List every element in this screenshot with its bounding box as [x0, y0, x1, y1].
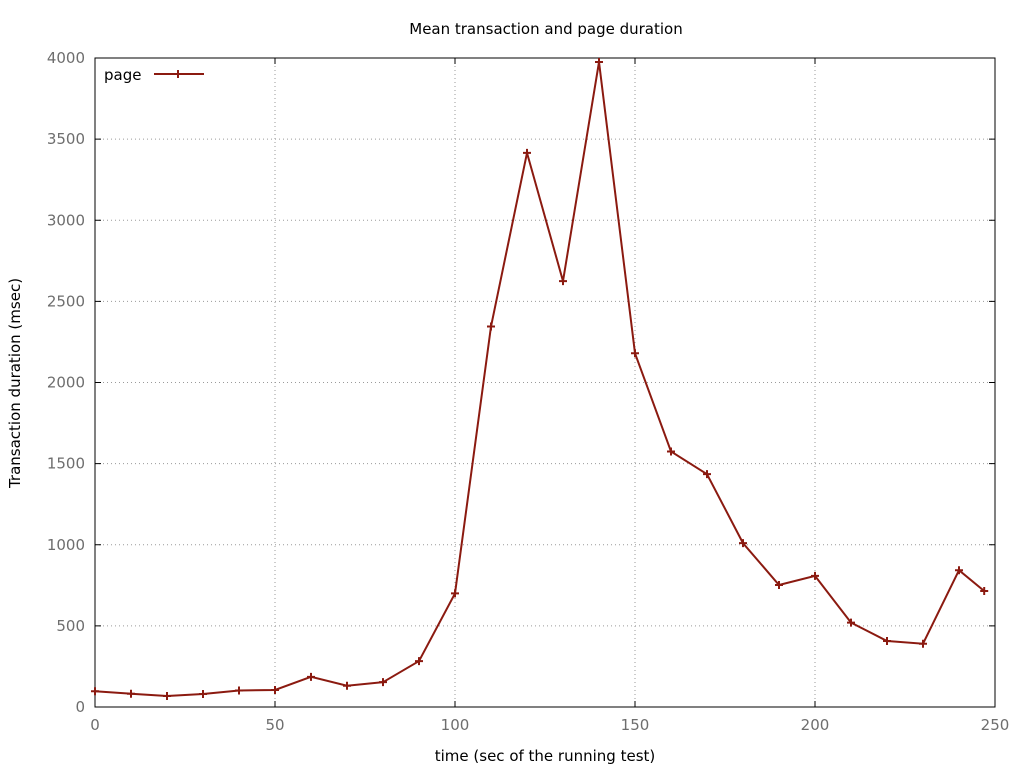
data-point — [127, 689, 135, 698]
data-point — [271, 685, 279, 694]
y-axis-label: Transaction duration (msec) — [6, 278, 24, 489]
data-point — [343, 681, 351, 690]
x-axis-label: time (sec of the running test) — [435, 747, 656, 765]
data-point — [775, 580, 783, 589]
x-tick-label: 0 — [90, 716, 100, 734]
y-tick-label: 1000 — [47, 536, 85, 554]
data-point — [631, 349, 639, 358]
legend: page — [104, 66, 204, 84]
y-tick-label: 3500 — [47, 130, 85, 148]
data-point — [595, 58, 603, 67]
data-point — [703, 470, 711, 479]
data-point — [307, 672, 315, 681]
y-tick-label: 4000 — [47, 49, 85, 67]
x-axis-ticks: 0 50 100 150 200 250 — [90, 58, 1009, 734]
x-tick-label: 50 — [265, 716, 284, 734]
data-point — [379, 678, 387, 687]
data-point — [847, 618, 855, 627]
data-point — [91, 687, 99, 696]
data-point — [487, 322, 495, 331]
x-tick-label: 100 — [441, 716, 470, 734]
data-point — [955, 566, 963, 575]
y-tick-label: 500 — [56, 617, 85, 635]
series-line-page — [94, 61, 985, 697]
chart-title: Mean transaction and page duration — [409, 20, 682, 38]
data-point — [451, 589, 459, 598]
data-point — [235, 686, 243, 695]
data-point — [811, 571, 819, 580]
data-point — [199, 690, 207, 699]
x-tick-label: 200 — [801, 716, 830, 734]
data-point — [883, 636, 891, 645]
data-point — [559, 277, 567, 286]
y-tick-label: 2500 — [47, 292, 85, 310]
data-point — [919, 639, 927, 648]
x-tick-label: 250 — [981, 716, 1010, 734]
x-tick-label: 150 — [621, 716, 650, 734]
legend-label-page: page — [104, 66, 141, 84]
data-point — [415, 657, 423, 666]
y-axis-ticks: 0 500 1000 1500 2000 2500 3000 3500 4000 — [47, 49, 995, 716]
legend-marker — [174, 70, 182, 78]
data-point — [739, 539, 747, 548]
y-tick-label: 2000 — [47, 374, 85, 392]
y-tick-label: 3000 — [47, 211, 85, 229]
y-tick-label: 0 — [75, 698, 85, 716]
data-point — [667, 447, 675, 456]
data-point — [523, 148, 531, 157]
grid — [95, 58, 995, 707]
series-layer — [91, 58, 989, 700]
data-point — [163, 691, 171, 700]
data-point — [980, 586, 989, 595]
y-tick-label: 1500 — [47, 455, 85, 473]
